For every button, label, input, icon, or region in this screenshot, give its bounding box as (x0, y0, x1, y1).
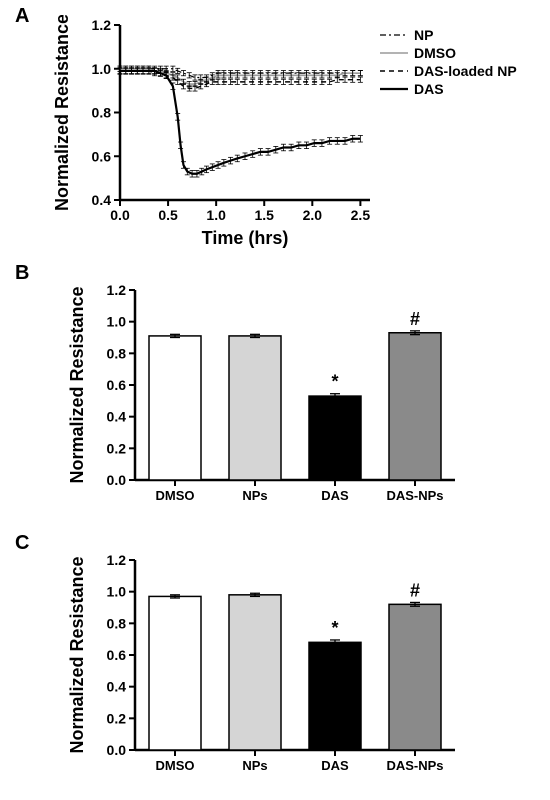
svg-text:1.5: 1.5 (254, 207, 274, 223)
svg-text:Normalized Resistance: Normalized Resistance (52, 15, 72, 211)
svg-text:0.8: 0.8 (107, 345, 127, 361)
panel-b-chart: 0.0 0.2 0.4 0.6 0.8 1.0 1.2 Normalized Resistan… (65, 275, 485, 525)
svg-text:0.0: 0.0 (107, 472, 127, 488)
panel-label-b: B (15, 262, 29, 285)
panel-label-c: C (15, 532, 29, 555)
svg-text:1.0: 1.0 (107, 584, 127, 600)
svg-text:1.0: 1.0 (107, 314, 127, 330)
panel-a: 0.4 0.6 0.8 1.0 1.2 0.0 0.5 1.0 1.5 2.0 2.5 Time (h… (50, 15, 530, 250)
svg-text:DAS-loaded NP: DAS-loaded NP (414, 63, 517, 79)
svg-text:0.2: 0.2 (107, 710, 127, 726)
svg-text:0.6: 0.6 (107, 377, 127, 393)
svg-text:NPs: NPs (242, 488, 267, 503)
svg-text:DAS: DAS (414, 81, 444, 97)
svg-text:#: # (410, 580, 420, 600)
svg-text:1.0: 1.0 (206, 207, 226, 223)
svg-text:Normalized Resistance: Normalized Resistance (67, 556, 87, 753)
panel-b: 0.0 0.2 0.4 0.6 0.8 1.0 1.2 Normalized Resistan… (65, 275, 485, 525)
svg-text:#: # (410, 309, 420, 329)
svg-text:NPs: NPs (242, 758, 267, 773)
svg-text:Time (hrs): Time (hrs) (202, 228, 289, 248)
svg-text:0.2: 0.2 (107, 440, 127, 456)
svg-text:0.0: 0.0 (107, 742, 127, 758)
svg-text:1.2: 1.2 (107, 282, 127, 298)
svg-text:1.2: 1.2 (107, 552, 127, 568)
panel-c-chart: 0.0 0.2 0.4 0.6 0.8 1.0 1.2 Normalized Resistan… (65, 545, 485, 795)
svg-text:DMSO: DMSO (156, 488, 195, 503)
svg-text:2.0: 2.0 (303, 207, 323, 223)
svg-text:DAS: DAS (321, 488, 349, 503)
svg-text:DAS-NPs: DAS-NPs (386, 488, 443, 503)
svg-text:*: * (331, 372, 338, 392)
svg-text:0.8: 0.8 (107, 615, 127, 631)
svg-text:Normalized Resistance: Normalized Resistance (67, 286, 87, 483)
svg-text:NP: NP (414, 27, 433, 43)
svg-text:0.4: 0.4 (107, 409, 127, 425)
svg-text:1.2: 1.2 (92, 17, 112, 33)
figure: A 0.4 0.6 0.8 1.0 1.2 0.0 0.5 1.0 1.5 2.0 2.5 Time … (0, 0, 550, 800)
svg-text:1.0: 1.0 (92, 61, 112, 77)
svg-text:0.4: 0.4 (107, 679, 127, 695)
svg-text:*: * (331, 618, 338, 638)
panel-c: 0.0 0.2 0.4 0.6 0.8 1.0 1.2 Normalized Resistan… (65, 545, 485, 795)
svg-text:0.4: 0.4 (92, 192, 112, 208)
svg-text:0.5: 0.5 (158, 207, 178, 223)
svg-text:0.6: 0.6 (92, 148, 112, 164)
svg-text:DAS-NPs: DAS-NPs (386, 758, 443, 773)
svg-text:DMSO: DMSO (414, 45, 456, 61)
svg-text:2.5: 2.5 (351, 207, 371, 223)
svg-text:DMSO: DMSO (156, 758, 195, 773)
svg-text:0.0: 0.0 (110, 207, 130, 223)
panel-a-chart: 0.4 0.6 0.8 1.0 1.2 0.0 0.5 1.0 1.5 2.0 2.5 Time (h… (50, 15, 530, 250)
panel-label-a: A (15, 5, 29, 28)
svg-text:0.6: 0.6 (107, 647, 127, 663)
svg-text:DAS: DAS (321, 758, 349, 773)
svg-text:0.8: 0.8 (92, 105, 112, 121)
